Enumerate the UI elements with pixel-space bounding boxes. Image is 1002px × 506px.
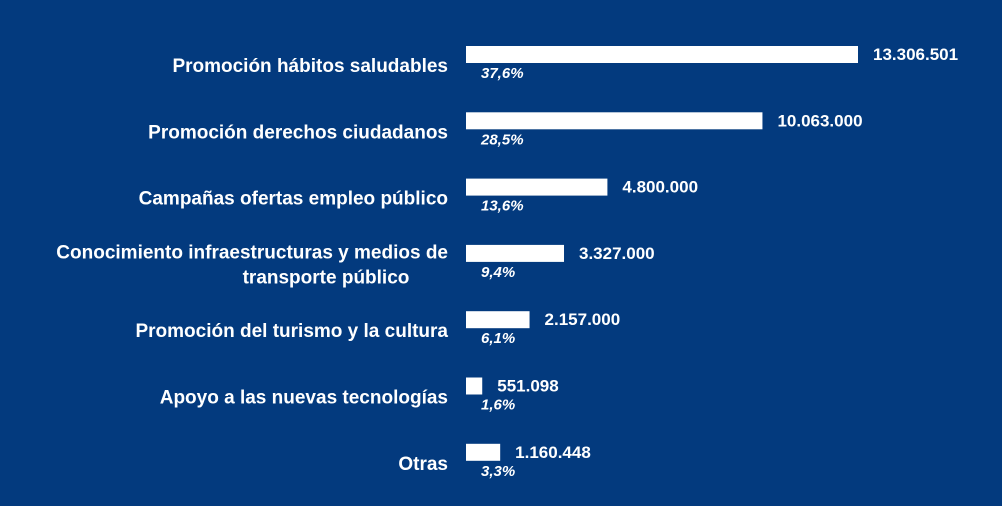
- category-label-line: Promoción derechos ciudadanos: [148, 122, 448, 143]
- category-label-line: Otras: [398, 454, 448, 475]
- bar: [466, 377, 483, 395]
- category-label: Conocimiento infraestructuras y medios d…: [56, 242, 448, 288]
- percent-label: 1,6%: [481, 397, 515, 414]
- category-label: Apoyo a las nuevas tecnologías: [160, 388, 448, 409]
- category-label-line: Campañas ofertas empleo público: [139, 189, 448, 210]
- percent-label: 9,4%: [481, 264, 515, 281]
- value-label: 551.098: [497, 377, 558, 396]
- category-label-line: Promoción del turismo y la cultura: [135, 321, 448, 342]
- bar: [466, 311, 530, 329]
- percent-label: 6,1%: [481, 330, 515, 347]
- bar: [466, 178, 608, 196]
- category-label: Promoción derechos ciudadanos: [148, 122, 448, 143]
- bars-layer: Promoción hábitos saludables 13.306.501 37…: [56, 45, 958, 480]
- percent-label: 13,6%: [481, 198, 524, 215]
- category-label: Campañas ofertas empleo público: [139, 189, 448, 210]
- value-label: 1.160.448: [515, 443, 591, 462]
- value-label: 13.306.501: [873, 45, 958, 64]
- value-label: 10.063.000: [777, 111, 862, 130]
- category-label: Promoción del turismo y la cultura: [135, 321, 448, 342]
- category-label: Otras: [398, 454, 448, 475]
- percent-label: 28,5%: [480, 131, 524, 148]
- percent-label: 3,3%: [481, 463, 515, 480]
- category-label-line: Conocimiento infraestructuras y medios d…: [56, 242, 448, 263]
- value-label: 3.327.000: [579, 244, 655, 263]
- category-label: Promoción hábitos saludables: [172, 56, 448, 77]
- category-label-line: Promoción hábitos saludables: [172, 56, 448, 77]
- value-label: 4.800.000: [622, 178, 698, 197]
- bar: [466, 112, 763, 130]
- category-label-line: transporte público: [243, 267, 410, 288]
- bar: [466, 244, 565, 262]
- bar: [466, 46, 858, 63]
- value-label: 2.157.000: [545, 310, 621, 329]
- category-label-line: Apoyo a las nuevas tecnologías: [160, 388, 448, 409]
- bar: [466, 443, 501, 461]
- percent-label: 37,6%: [481, 65, 524, 82]
